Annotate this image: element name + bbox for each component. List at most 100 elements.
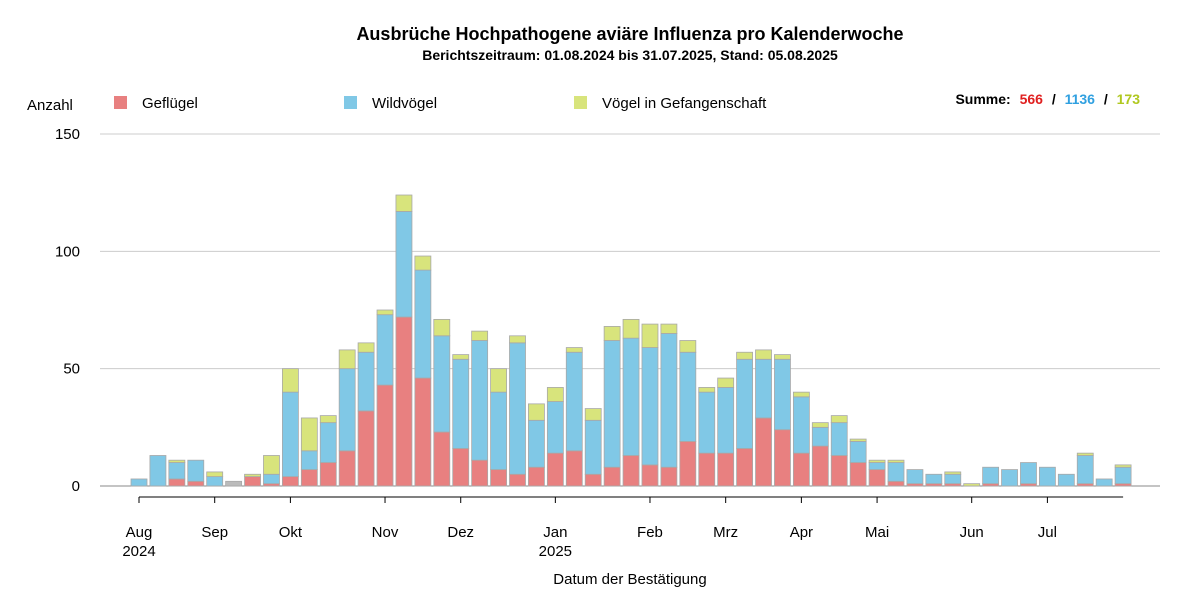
bar-segment — [528, 419, 545, 468]
bar-segment — [944, 473, 962, 485]
bar-segment — [755, 417, 772, 487]
bar-segment — [698, 452, 716, 487]
bar-segment — [263, 473, 280, 485]
bar-segment — [319, 462, 337, 487]
bar-segment — [849, 462, 867, 487]
bar-segment — [717, 387, 735, 454]
bar-segment — [792, 396, 810, 454]
bar-segment — [868, 469, 886, 487]
y-tick-label: 0 — [72, 478, 80, 495]
x-tick-label: Jan — [543, 524, 567, 541]
bar-segment — [433, 431, 451, 487]
bar-segment — [433, 335, 451, 433]
bar-segment — [774, 429, 791, 487]
bar-segment — [887, 462, 905, 482]
bar-segment — [414, 255, 432, 271]
bar-segment — [206, 471, 224, 478]
bar-segment — [811, 422, 829, 428]
chart-subtitle: Berichtszeitraum: 01.08.2024 bis 31.07.2… — [422, 47, 838, 63]
bar-segment — [281, 476, 299, 487]
bar-segment — [868, 459, 886, 463]
bar-segment — [225, 480, 243, 487]
bar-segment — [792, 452, 810, 487]
summary-label: Summe: — [955, 91, 1010, 107]
bar-segment — [584, 419, 602, 475]
bar-segment — [130, 478, 148, 487]
legend-label: Vögel in Gefangenschaft — [602, 95, 767, 112]
bar-segment — [338, 349, 356, 370]
summary-value-gefluegel: 566 — [1020, 91, 1044, 107]
bar-segment — [395, 194, 413, 212]
bar-segment — [698, 391, 716, 454]
bar-segment — [641, 464, 659, 487]
bar-segment — [528, 403, 545, 421]
bar-segment — [509, 335, 526, 344]
bar-segment — [338, 450, 356, 487]
bar-segment — [546, 387, 564, 402]
bar-segment — [868, 462, 886, 470]
x-tick-label: Mai — [865, 524, 889, 541]
bar-segment — [300, 417, 318, 452]
x-tick-label: Feb — [637, 524, 663, 541]
x-tick-label: Sep — [201, 524, 228, 541]
bar-segment — [755, 358, 772, 419]
summary: Summe: 566 / 1136 / 173 — [955, 91, 1140, 107]
x-tick-year-label: 2024 — [122, 543, 155, 560]
bar-segment — [376, 314, 394, 386]
bar-segment — [1001, 469, 1018, 487]
x-axis-label: Datum der Bestätigung — [553, 571, 706, 588]
bar-segment — [830, 415, 848, 424]
bar-segment — [395, 211, 413, 318]
bar-segment — [622, 455, 640, 487]
bar-segment — [887, 459, 905, 463]
bar-segment — [471, 459, 489, 487]
bar-segment — [1114, 464, 1132, 468]
bar-segment — [830, 455, 848, 487]
y-tick-label: 100 — [55, 243, 80, 260]
bar-segment — [660, 466, 678, 487]
x-tick-label: Dez — [447, 524, 474, 541]
x-tick-label: Jun — [960, 524, 984, 541]
bar-segment — [1095, 478, 1113, 487]
bars — [130, 194, 1132, 487]
x-tick-label: Okt — [279, 524, 303, 541]
bar-segment — [717, 377, 735, 388]
bar-segment — [1076, 455, 1094, 485]
bar-segment — [244, 473, 261, 478]
bar-segment — [811, 426, 829, 447]
x-tick-label: Nov — [372, 524, 399, 541]
bar-segment — [982, 466, 1000, 485]
bar-segment — [546, 452, 564, 487]
bar-segment — [490, 391, 507, 470]
bar-segment — [300, 450, 318, 470]
bar-segment — [433, 318, 451, 337]
bar-segment — [319, 415, 337, 424]
bar-segment — [679, 351, 697, 442]
y-tick-label: 150 — [55, 126, 80, 143]
bar-segment — [414, 269, 432, 379]
bar-segment — [565, 450, 583, 487]
bar-segment — [944, 471, 962, 475]
summary-separator-1: / — [1052, 91, 1056, 107]
bar-segment — [300, 469, 318, 487]
x-tick-year-label: 2025 — [539, 543, 572, 560]
bar-segment — [755, 349, 772, 360]
bar-segment — [1020, 462, 1037, 485]
bar-segment — [168, 459, 186, 463]
bar-segment — [774, 358, 791, 431]
bar-segment — [357, 410, 375, 487]
bar-segment — [206, 476, 224, 487]
bar-segment — [509, 342, 526, 475]
bar-segment — [149, 455, 167, 487]
bar-segment — [584, 408, 602, 421]
bar-segment — [357, 351, 375, 412]
bar-segment — [565, 351, 583, 452]
bar-segment — [490, 368, 507, 393]
bar-segment — [452, 448, 470, 487]
summary-value-gefangenschaft: 173 — [1117, 91, 1141, 107]
bar-segment — [452, 354, 470, 360]
bar-segment — [565, 347, 583, 353]
bar-segment — [811, 445, 829, 487]
bar-segment — [357, 342, 375, 353]
bar-segment — [963, 483, 981, 487]
